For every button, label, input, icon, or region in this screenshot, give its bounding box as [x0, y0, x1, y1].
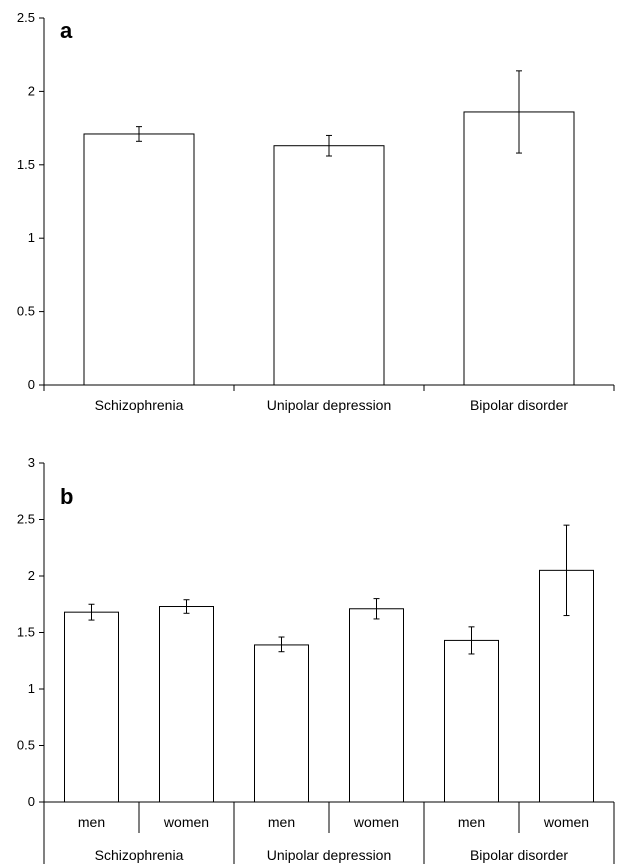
- panel-b-chart: b 0 0.5 1 1.5 2 2.5 3 men women men women men women S…: [17, 455, 615, 864]
- panel-b-bar: [349, 608, 404, 803]
- panel-b-y-tick-label: 0: [28, 794, 35, 809]
- panel-a-y-tick-label: 1: [28, 230, 35, 245]
- panel-b-y-tick-label: 3: [28, 455, 35, 470]
- panel-b-y-tick-label: 0.5: [17, 738, 35, 753]
- panel-b-y-tick-label: 2: [28, 568, 35, 583]
- panel-b-group-label: Unipolar depression: [267, 847, 392, 863]
- panel-b-group-label: Bipolar disorder: [470, 847, 568, 863]
- panel-a-y-tick-label: 1.5: [17, 157, 35, 172]
- panel-b-bar: [64, 611, 119, 803]
- panel-b-label: b: [60, 484, 73, 509]
- panel-a-chart: a 0 0.5 1 1.5 2 2.5 Schizophrenia Unipolar depr…: [17, 10, 615, 413]
- panel-a-bar: [83, 133, 195, 386]
- panel-a-label: a: [60, 18, 73, 43]
- panel-a-y-tick-label: 2: [28, 83, 35, 98]
- panel-a-y-tick-label: 2.5: [17, 10, 35, 25]
- panel-a-y-tick-label: 0.5: [17, 304, 35, 319]
- panel-a-category-label: Schizophrenia: [95, 397, 184, 413]
- panel-b-subcategory-label: women: [163, 814, 209, 830]
- panel-b-subcategory-label: men: [268, 814, 295, 830]
- panel-b-subcategory-label: women: [353, 814, 399, 830]
- panel-b-subcategory-label: women: [543, 814, 589, 830]
- panel-a-bar: [273, 145, 385, 386]
- panel-a-y-tick-label: 0: [28, 377, 35, 392]
- panel-b-y-tick-label: 2.5: [17, 512, 35, 527]
- panel-a-category-label: Bipolar disorder: [470, 397, 568, 413]
- panel-b-bar: [254, 644, 309, 803]
- panel-a-category-label: Unipolar depression: [267, 397, 392, 413]
- panel-b-subcategory-label: men: [78, 814, 105, 830]
- panel-b-y-tick-label: 1: [28, 681, 35, 696]
- panel-b-y-tick-label: 1.5: [17, 625, 35, 640]
- panel-b-subcategory-label: men: [458, 814, 485, 830]
- panel-b-bar: [444, 639, 499, 803]
- panel-b-bar: [159, 606, 214, 803]
- panel-b-group-label: Schizophrenia: [95, 847, 184, 863]
